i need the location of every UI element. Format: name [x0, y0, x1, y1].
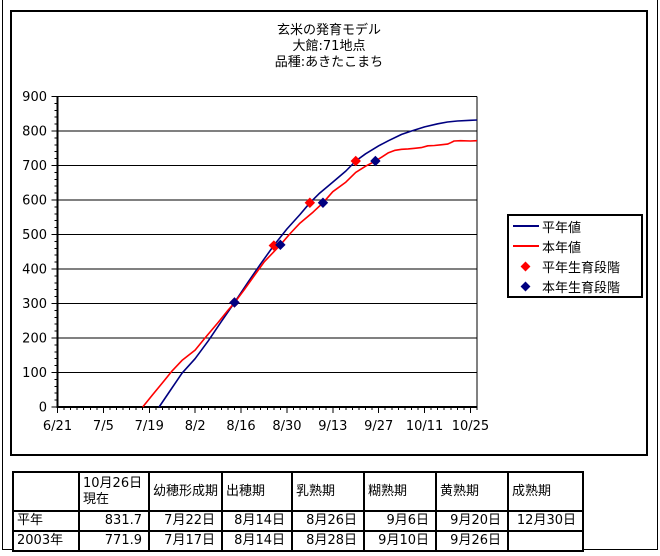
legend-item-label: 本年生育段階 — [542, 280, 621, 296]
chart-title-line2: 大館:71地点 — [292, 39, 366, 54]
legend-item-current-stage: 本年生育段階 — [509, 276, 641, 296]
average-line-swatch-icon — [512, 225, 539, 227]
chart-title-line3: 品種:あきたこまち — [274, 55, 384, 70]
cell-maturity: 12月30日 — [507, 510, 584, 532]
table-row-2003: 2003年 771.9 7月17日 8月14日 8月28日 9月10日 9月26… — [12, 530, 584, 552]
cell-maturity — [507, 530, 584, 552]
col-header-current-total: 10月26日現在 — [78, 471, 150, 512]
col-header-panicle-formation: 幼穂形成期 — [148, 471, 223, 512]
cell-panicle-formation: 7月22日 — [148, 510, 223, 532]
row-label: 2003年 — [12, 530, 80, 552]
legend-item-label: 平年生育段階 — [542, 260, 621, 276]
cell-milk-stage: 8月26日 — [291, 510, 365, 532]
legend-item-label: 本年値 — [542, 240, 582, 256]
cell-yellow-ripe: 9月20日 — [435, 510, 509, 532]
cell-heading: 8月14日 — [221, 530, 293, 552]
col-header-maturity: 成熟期 — [507, 471, 584, 512]
legend: 平年値 本年値 平年生育段階 本年生育段階 — [507, 214, 643, 298]
cell-total: 771.9 — [78, 530, 150, 552]
row-label: 平年 — [12, 510, 80, 532]
chart-title-line1: 玄米の発育モデル — [276, 23, 381, 38]
legend-item-current-line: 本年値 — [509, 236, 641, 256]
col-header-yellow-ripe: 黄熟期 — [435, 471, 509, 512]
legend-item-average-stage: 平年生育段階 — [509, 256, 641, 276]
table-corner-cell — [12, 471, 80, 512]
growth-stage-table: 10月26日現在 幼穂形成期 出穂期 乳熟期 糊熟期 黄熟期 成熟期 平年 83… — [12, 471, 584, 552]
cell-dough-stage: 9月10日 — [363, 530, 437, 552]
chart-title: 玄米の発育モデル 大館:71地点 品種:あきたこまち — [10, 23, 648, 71]
col-header-milk-stage: 乳熟期 — [291, 471, 365, 512]
table-row-average-year: 平年 831.7 7月22日 8月14日 8月26日 9月6日 9月20日 12… — [12, 510, 584, 532]
cell-yellow-ripe: 9月26日 — [435, 530, 509, 552]
legend-item-label: 平年値 — [542, 220, 582, 236]
average-stage-diamond-icon — [520, 261, 531, 271]
legend-item-average-line: 平年値 — [509, 216, 641, 236]
cell-milk-stage: 8月28日 — [291, 530, 365, 552]
cell-heading: 8月14日 — [221, 510, 293, 532]
cell-total: 831.7 — [78, 510, 150, 532]
cell-panicle-formation: 7月17日 — [148, 530, 223, 552]
cell-dough-stage: 9月6日 — [363, 510, 437, 532]
current-line-swatch-icon — [512, 245, 539, 247]
col-header-dough-stage: 糊熟期 — [363, 471, 437, 512]
current-stage-diamond-icon — [520, 281, 531, 291]
table-header-row: 10月26日現在 幼穂形成期 出穂期 乳熟期 糊熟期 黄熟期 成熟期 — [12, 471, 584, 512]
col-header-heading: 出穂期 — [221, 471, 293, 512]
